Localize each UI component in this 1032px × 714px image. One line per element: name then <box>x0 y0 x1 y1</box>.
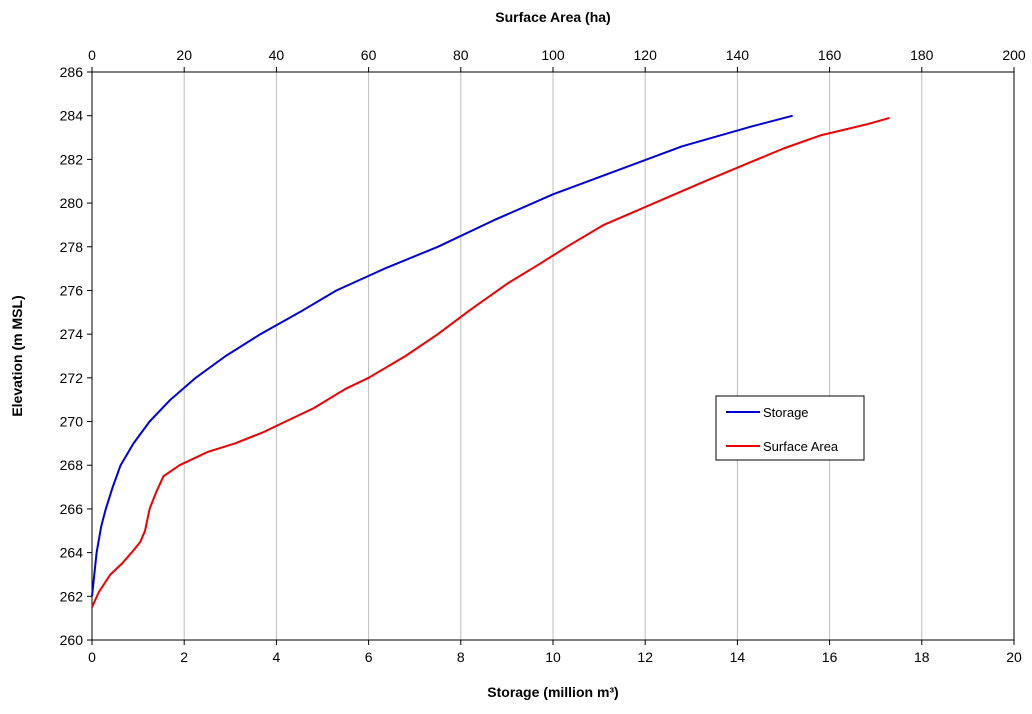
bottom-tick-label-14: 14 <box>730 649 746 665</box>
y-tick-label-274: 274 <box>60 326 84 342</box>
top-tick-label-140: 140 <box>726 47 750 63</box>
bottom-tick-label-2: 2 <box>180 649 188 665</box>
y-tick-label-262: 262 <box>60 588 84 604</box>
y-tick-label-260: 260 <box>60 632 84 648</box>
y-tick-label-264: 264 <box>60 545 84 561</box>
y-tick-label-276: 276 <box>60 282 84 298</box>
bottom-tick-label-20: 20 <box>1006 649 1022 665</box>
bottom-tick-label-0: 0 <box>88 649 96 665</box>
bottom-tick-label-12: 12 <box>637 649 653 665</box>
y-tick-label-270: 270 <box>60 414 84 430</box>
y-tick-label-278: 278 <box>60 239 84 255</box>
top-tick-label-160: 160 <box>818 47 842 63</box>
bottom-tick-label-16: 16 <box>822 649 838 665</box>
bottom-tick-label-10: 10 <box>545 649 561 665</box>
y-tick-label-266: 266 <box>60 501 84 517</box>
axis-ticks: 0 2 4 6 8 10 12 14 16 18 200 20 40 60 80 100 120 140 160 18… <box>60 47 1026 665</box>
y-axis-title: Elevation (m MSL) <box>9 295 25 416</box>
top-tick-label-180: 180 <box>910 47 934 63</box>
bottom-tick-label-6: 6 <box>365 649 373 665</box>
top-tick-label-200: 200 <box>1002 47 1026 63</box>
bottom-tick-label-8: 8 <box>457 649 465 665</box>
top-axis-title: Surface Area (ha) <box>495 9 610 25</box>
bottom-tick-label-18: 18 <box>914 649 930 665</box>
y-tick-label-284: 284 <box>60 108 84 124</box>
grid-lines <box>184 72 922 640</box>
bottom-tick-label-4: 4 <box>273 649 281 665</box>
top-tick-label-40: 40 <box>269 47 285 63</box>
series-lines <box>92 116 890 608</box>
top-tick-label-60: 60 <box>361 47 377 63</box>
y-tick-label-280: 280 <box>60 195 84 211</box>
y-tick-label-286: 286 <box>60 64 84 80</box>
top-tick-label-0: 0 <box>88 47 96 63</box>
y-tick-label-282: 282 <box>60 151 84 167</box>
series-line-surface-area <box>92 118 890 607</box>
y-tick-label-272: 272 <box>60 370 84 386</box>
top-tick-label-20: 20 <box>176 47 192 63</box>
top-tick-label-100: 100 <box>541 47 565 63</box>
legend-label-storage: Storage <box>763 405 809 420</box>
top-tick-label-120: 120 <box>634 47 658 63</box>
legend-label-surface-area: Surface Area <box>763 439 839 454</box>
bottom-axis-title: Storage (million m³) <box>487 684 618 700</box>
y-tick-label-268: 268 <box>60 457 84 473</box>
legend: Storage Surface Area <box>716 396 864 460</box>
top-tick-label-80: 80 <box>453 47 469 63</box>
